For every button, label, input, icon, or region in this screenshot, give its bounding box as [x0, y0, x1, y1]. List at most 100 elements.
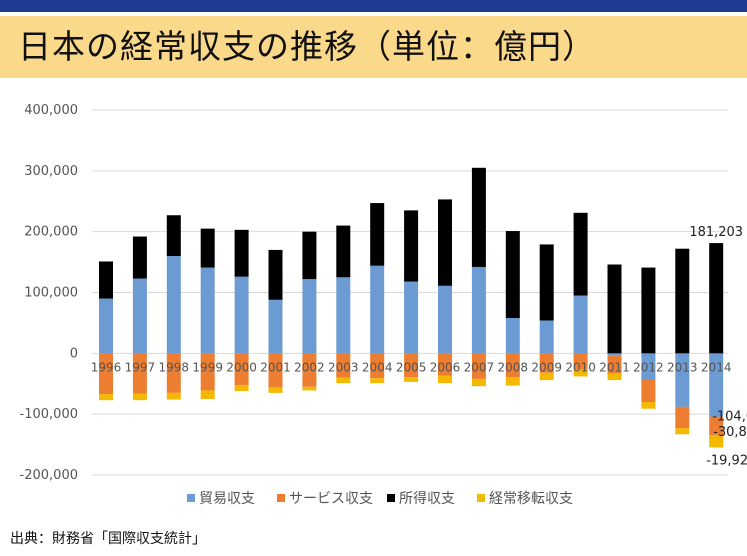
- data-label: 181,203: [689, 225, 743, 240]
- bar-services-2004: [370, 353, 385, 379]
- bars: [99, 167, 724, 448]
- bar-services-2001: [268, 353, 283, 388]
- legend: 貿易収支 サービス収支 所得収支 経常移転収支: [187, 490, 573, 507]
- bar-income-2012: [641, 267, 656, 354]
- bar-income-2011: [607, 264, 622, 354]
- bar-services-2012: [641, 379, 656, 402]
- bar-trade-2002: [302, 279, 317, 354]
- x-tick-label: 2011: [599, 360, 630, 374]
- chart: -200,000 -100,000 0 100,000 200,000 300,000 40…: [20, 103, 747, 507]
- bar-transfers-2014: [709, 435, 724, 448]
- bar-transfers-2002: [302, 386, 317, 391]
- bar-income-2010: [573, 212, 588, 296]
- bar-income-1996: [99, 261, 113, 299]
- bar-trade-2006: [438, 285, 452, 354]
- bar-services-2013: [675, 406, 690, 429]
- bar-income-1999: [200, 228, 215, 268]
- x-tick-label: 2007: [464, 360, 495, 374]
- bar-services-2006: [438, 353, 452, 376]
- bar-income-2008: [505, 231, 520, 319]
- bar-income-2005: [404, 210, 419, 282]
- bar-income-2004: [370, 203, 385, 266]
- bar-services-2011: [607, 355, 622, 374]
- x-tick-label: 2003: [328, 360, 359, 374]
- x-tick-label: 2013: [667, 360, 698, 374]
- bar-income-2002: [302, 231, 317, 280]
- bar-trade-2004: [370, 265, 385, 354]
- bar-services-2000: [234, 353, 249, 385]
- bar-transfers-2009: [539, 372, 554, 381]
- title-band: 日本の経常収支の推移（単位：億円）: [0, 16, 747, 78]
- x-tick-label: 2009: [531, 360, 562, 374]
- bar-transfers-2001: [268, 387, 283, 393]
- legend-swatch: [277, 494, 285, 502]
- legend-swatch: [187, 494, 195, 502]
- x-tick-label: 2010: [565, 360, 596, 374]
- legend-label: 経常移転収支: [489, 491, 573, 507]
- bar-services-2009: [539, 353, 554, 373]
- bar-trade-2013: [675, 353, 690, 407]
- y-axis-ticks: -200,000 -100,000 0 100,000 200,000 300,000 40…: [20, 103, 78, 483]
- x-tick-label: 2014: [701, 360, 732, 374]
- bar-services-1998: [166, 353, 181, 393]
- bar-income-2006: [438, 199, 452, 286]
- bar-transfers-2011: [607, 373, 622, 381]
- y-tick-label: -200,000: [20, 468, 78, 483]
- bar-services-1996: [99, 353, 113, 395]
- x-tick-label: 2008: [498, 360, 529, 374]
- y-tick-label: 300,000: [24, 164, 78, 179]
- bar-income-1998: [166, 215, 181, 256]
- x-axis-labels: 1996 1997 1998 1999 2000 2001 2002 2003 2004 2005…: [91, 360, 732, 374]
- legend-label: 所得収支: [399, 490, 455, 507]
- data-label: -19,929: [706, 453, 747, 468]
- y-tick-label: 400,000: [24, 103, 78, 118]
- bar-trade-2014: [709, 353, 724, 417]
- y-tick-label: 200,000: [24, 225, 78, 240]
- bar-income-2007: [471, 167, 486, 267]
- bar-transfers-1998: [166, 392, 181, 400]
- legend-item-transfers: 経常移転収支: [477, 491, 573, 507]
- bar-services-2010: [573, 353, 588, 370]
- bar-transfers-2000: [234, 384, 249, 392]
- x-tick-label: 1996: [91, 360, 122, 374]
- bar-trade-2003: [336, 277, 351, 354]
- y-tick-label: -100,000: [20, 407, 78, 422]
- bar-transfers-2005: [404, 377, 419, 382]
- bar-services-1999: [200, 353, 215, 391]
- bar-trade-1996: [99, 298, 113, 354]
- bar-services-2014: [709, 416, 724, 436]
- bar-transfers-1999: [200, 390, 215, 399]
- page-title: 日本の経常収支の推移（単位：億円）: [18, 27, 596, 66]
- bar-transfers-2004: [370, 378, 385, 384]
- x-tick-label: 1997: [125, 360, 156, 374]
- bar-income-2000: [234, 229, 249, 277]
- bar-trade-2001: [268, 299, 283, 354]
- bar-transfers-2013: [675, 428, 690, 435]
- bar-income-1997: [132, 236, 147, 279]
- bar-services-2005: [404, 353, 419, 378]
- legend-item-income: 所得収支: [387, 490, 455, 507]
- bar-transfers-2012: [641, 402, 656, 409]
- x-tick-label: 2012: [633, 360, 664, 374]
- bar-trade-1997: [132, 278, 147, 354]
- legend-swatch: [477, 494, 485, 502]
- bar-transfers-2006: [438, 375, 452, 384]
- bar-trade-2009: [539, 320, 554, 354]
- bar-income-2003: [336, 225, 351, 278]
- legend-label: サービス収支: [289, 491, 373, 507]
- legend-swatch: [387, 494, 395, 502]
- bar-transfers-2008: [505, 377, 520, 386]
- bar-income-2009: [539, 244, 554, 321]
- bar-trade-2000: [234, 276, 249, 354]
- y-tick-label: 0: [70, 346, 78, 361]
- bar-trade-1999: [200, 267, 215, 354]
- bar-services-2008: [505, 353, 520, 378]
- x-tick-label: 2004: [362, 360, 393, 374]
- bar-services-1997: [132, 353, 147, 394]
- legend-item-trade: 貿易収支: [187, 491, 255, 507]
- x-tick-label: 2000: [226, 360, 257, 374]
- bar-transfers-1997: [132, 393, 147, 401]
- x-tick-label: 2005: [396, 360, 427, 374]
- bar-trade-2008: [505, 318, 520, 354]
- bar-income-2013: [675, 248, 690, 354]
